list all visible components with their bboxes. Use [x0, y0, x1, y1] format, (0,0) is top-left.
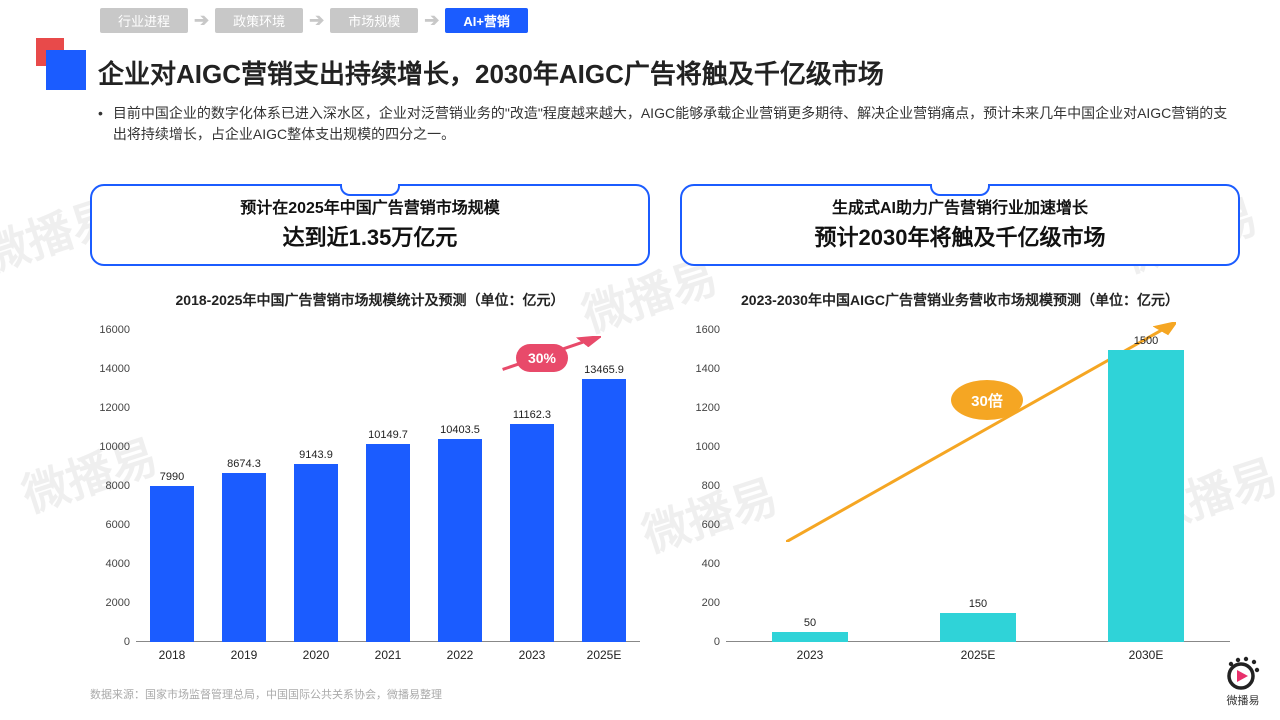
chart-title: 2023-2030年中国AIGC广告营销业务营收市场规模预测（单位：亿元） — [680, 290, 1240, 310]
callout-line2: 预计2030年将触及千亿级市场 — [702, 220, 1218, 252]
title-block: 企业对AIGC营销支出持续增长，2030年AIGC广告将触及千亿级市场 •目前中… — [40, 54, 1240, 145]
bar-category-label: 2021 — [375, 648, 402, 662]
bar-value-label: 8674.3 — [227, 458, 261, 470]
chevron-right-icon: ➔ — [309, 10, 324, 31]
y-tick: 12000 — [99, 402, 130, 414]
nav-pill[interactable]: AI+营销 — [445, 8, 528, 33]
callout-left: 预计在2025年中国广告营销市场规模 达到近1.35万亿元 — [90, 184, 650, 266]
page-title: 企业对AIGC营销支出持续增长，2030年AIGC广告将触及千亿级市场 — [98, 54, 1240, 91]
y-tick: 8000 — [106, 480, 130, 492]
chevron-right-icon: ➔ — [194, 10, 209, 31]
bar-slot: 13465.92025E — [568, 330, 640, 642]
bar-slot: 10403.52022 — [424, 330, 496, 642]
bar — [772, 632, 848, 642]
brand-name: 微播易 — [1226, 692, 1260, 708]
nav-pill[interactable]: 市场规模 — [330, 8, 418, 33]
callout-line1: 生成式AI助力广告营销行业加速增长 — [702, 194, 1218, 218]
bar — [150, 486, 195, 642]
bar-value-label: 9143.9 — [299, 449, 333, 461]
play-logo-icon — [1226, 656, 1260, 690]
y-tick: 16000 — [99, 324, 130, 336]
y-tick: 1000 — [696, 441, 720, 453]
bar — [940, 613, 1016, 642]
callout-row: 预计在2025年中国广告营销市场规模 达到近1.35万亿元 生成式AI助力广告营… — [90, 184, 1240, 266]
callout-line2: 达到近1.35万亿元 — [112, 220, 628, 252]
bar-slot: 11162.32023 — [496, 330, 568, 642]
bar-slot: 10149.72021 — [352, 330, 424, 642]
y-tick: 0 — [124, 636, 130, 648]
y-tick: 4000 — [106, 558, 130, 570]
bar — [1108, 350, 1184, 643]
page-subtitle: •目前中国企业的数字化体系已进入深水区，企业对泛营销业务的"改造"程度越来越大，… — [98, 103, 1240, 145]
bar-slot: 502023 — [726, 330, 894, 642]
bar-value-label: 7990 — [160, 471, 184, 483]
bar-category-label: 2018 — [159, 648, 186, 662]
data-source-footer: 数据来源：国家市场监督管理总局，中国国际公共关系协会，微播易整理 — [90, 686, 442, 702]
callout-line1: 预计在2025年中国广告营销市场规模 — [112, 194, 628, 218]
bar-category-label: 2025E — [961, 648, 996, 662]
y-tick: 1600 — [696, 324, 720, 336]
bar-slot: 9143.92020 — [280, 330, 352, 642]
nav-pill[interactable]: 行业进程 — [100, 8, 188, 33]
bar-value-label: 1500 — [1134, 335, 1158, 347]
y-tick: 0 — [714, 636, 720, 648]
bar-category-label: 2023 — [519, 648, 546, 662]
title-accent-blue — [46, 50, 86, 90]
charts-row: 2018-2025年中国广告营销市场规模统计及预测（单位：亿元） 0200040… — [90, 290, 1240, 670]
bar — [582, 379, 627, 642]
bar-category-label: 2019 — [231, 648, 258, 662]
bar — [510, 424, 555, 642]
chevron-right-icon: ➔ — [424, 10, 439, 31]
bar-value-label: 10403.5 — [440, 424, 480, 436]
y-tick: 1400 — [696, 363, 720, 375]
bar-slot: 1502025E — [894, 330, 1062, 642]
bar-category-label: 2023 — [797, 648, 824, 662]
bar-category-label: 2025E — [587, 648, 622, 662]
chart-right: 2023-2030年中国AIGC广告营销业务营收市场规模预测（单位：亿元） 0 2… — [680, 290, 1240, 670]
bar-slot: 79902018 — [136, 330, 208, 642]
bar-value-label: 150 — [969, 598, 987, 610]
bar — [222, 473, 267, 642]
nav-pill[interactable]: 政策环境 — [215, 8, 303, 33]
bar-category-label: 2030E — [1129, 648, 1164, 662]
bar-category-label: 2020 — [303, 648, 330, 662]
bar — [438, 439, 483, 642]
y-tick: 800 — [702, 480, 720, 492]
growth-badge: 30% — [516, 344, 568, 372]
breadcrumb-nav: 行业进程 ➔ 政策环境 ➔ 市场规模 ➔ AI+营销 — [100, 8, 528, 33]
y-tick: 14000 — [99, 363, 130, 375]
y-tick: 600 — [702, 519, 720, 531]
bar-value-label: 11162.3 — [513, 409, 551, 421]
bar-value-label: 50 — [804, 617, 816, 629]
y-tick: 2000 — [106, 597, 130, 609]
bar-slot: 15002030E — [1062, 330, 1230, 642]
bar-value-label: 13465.9 — [584, 364, 624, 376]
y-tick: 200 — [702, 597, 720, 609]
bar-value-label: 10149.7 — [368, 429, 408, 441]
brand-logo: 微播易 — [1226, 656, 1260, 708]
bar — [366, 444, 411, 642]
bar-category-label: 2022 — [447, 648, 474, 662]
callout-right: 生成式AI助力广告营销行业加速增长 预计2030年将触及千亿级市场 — [680, 184, 1240, 266]
bar-slot: 8674.32019 — [208, 330, 280, 642]
growth-badge: 30倍 — [951, 380, 1023, 420]
y-tick: 1200 — [696, 402, 720, 414]
bar — [294, 464, 339, 642]
y-tick: 10000 — [99, 441, 130, 453]
y-tick: 6000 — [106, 519, 130, 531]
chart-title: 2018-2025年中国广告营销市场规模统计及预测（单位：亿元） — [90, 290, 650, 310]
chart-left: 2018-2025年中国广告营销市场规模统计及预测（单位：亿元） 0 2000 40… — [90, 290, 650, 670]
y-tick: 400 — [702, 558, 720, 570]
